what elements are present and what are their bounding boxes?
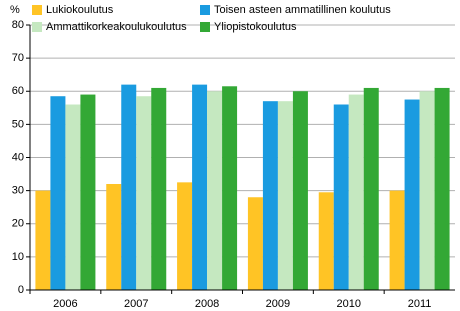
- legend-label: Lukiokoulutus: [46, 4, 114, 16]
- y-tick-label: 0: [18, 284, 24, 296]
- bar: [389, 190, 405, 290]
- bar: [348, 94, 364, 290]
- y-tick-label: 80: [12, 19, 24, 31]
- bar: [222, 86, 238, 290]
- legend-label: Ammattikorkeakoulukoulutus: [46, 21, 187, 33]
- y-tick-label: 40: [12, 151, 24, 163]
- bar: [404, 99, 420, 290]
- bar: [65, 104, 81, 290]
- bar: [333, 104, 349, 290]
- bar: [363, 87, 379, 290]
- bar: [277, 101, 293, 290]
- bar: [292, 91, 308, 290]
- bar: [318, 192, 334, 290]
- y-tick-label: 20: [12, 218, 24, 230]
- legend-label: Yliopistokoulutus: [214, 21, 297, 33]
- bar: [177, 182, 193, 290]
- x-tick-label: 2011: [408, 298, 432, 310]
- y-tick-label: 30: [12, 185, 24, 197]
- bar: [121, 84, 137, 290]
- x-tick-label: 2010: [337, 298, 361, 310]
- y-tick-label: 60: [12, 85, 24, 97]
- legend-swatch: [200, 5, 210, 15]
- bar: [419, 91, 435, 290]
- bar: [35, 190, 51, 290]
- bar: [106, 184, 122, 290]
- x-tick-label: 2006: [53, 298, 77, 310]
- bar: [207, 91, 223, 290]
- legend-swatch: [32, 22, 42, 32]
- legend-swatch: [32, 5, 42, 15]
- x-tick-label: 2009: [266, 298, 290, 310]
- legend-label: Toisen asteen ammatillinen koulutus: [214, 4, 391, 16]
- bar: [50, 96, 66, 290]
- x-tick-label: 2008: [195, 298, 219, 310]
- y-tick-label: 10: [12, 251, 24, 263]
- x-tick-label: 2007: [124, 298, 148, 310]
- bar: [434, 87, 450, 290]
- bar: [151, 87, 167, 290]
- bar: [192, 84, 208, 290]
- bar: [262, 101, 278, 290]
- legend-swatch: [200, 22, 210, 32]
- bar: [80, 94, 96, 290]
- y-tick-label: 50: [12, 118, 24, 130]
- bar: [136, 96, 152, 290]
- y-axis-label: %: [10, 4, 20, 16]
- bar: [247, 197, 263, 290]
- y-tick-label: 70: [12, 52, 24, 64]
